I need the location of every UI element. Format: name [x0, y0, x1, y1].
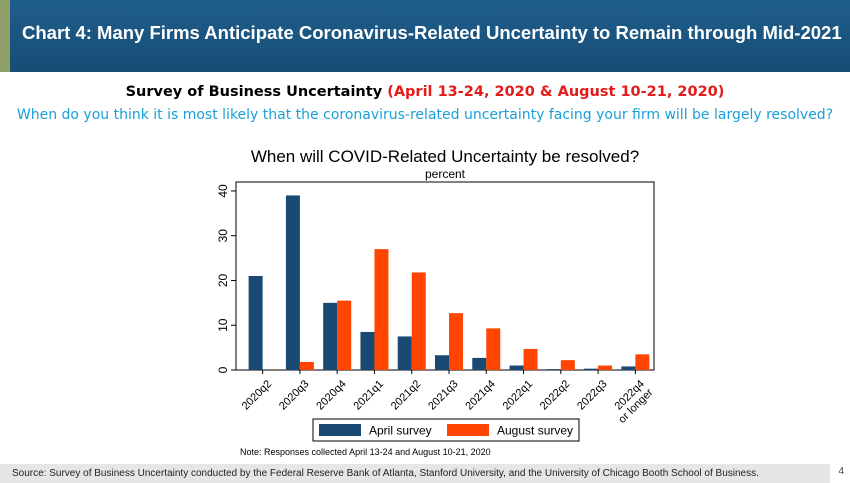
bar-april	[248, 276, 263, 370]
header-bar: Chart 4: Many Firms Anticipate Coronavir…	[0, 0, 850, 72]
x-tick-label: 2021q4	[463, 378, 497, 412]
bar-april	[285, 195, 300, 370]
bar-chart: When will COVID-Related Uncertainty be r…	[216, 147, 656, 457]
survey-name: Survey of Business Uncertainty	[125, 84, 388, 100]
chart-title: When will COVID-Related Uncertainty be r…	[251, 147, 639, 166]
bar-august	[486, 328, 501, 370]
legend-box	[312, 418, 580, 442]
x-tick-label: 2021q1	[352, 378, 386, 412]
legend-swatch	[319, 424, 361, 436]
survey-dates: (April 13-24, 2020 & August 10-21, 2020)	[387, 84, 725, 100]
bar-august	[635, 354, 650, 370]
legend-swatch	[447, 424, 489, 436]
x-tick-label: 2020q4	[314, 378, 348, 412]
bar-april	[509, 365, 524, 370]
y-tick-label: 0	[216, 366, 230, 373]
bar-april	[360, 331, 375, 370]
bar-august	[299, 361, 314, 370]
x-tick-label: 2022q4or longer	[608, 378, 656, 426]
bar-august	[411, 272, 426, 370]
bar-august	[374, 249, 389, 370]
bar-april	[323, 302, 338, 370]
y-tick-label: 30	[216, 229, 230, 243]
legend-label: April survey	[369, 424, 432, 438]
x-tick-label: 2021q3	[426, 378, 460, 412]
y-tick-label: 20	[216, 273, 230, 287]
x-tick-label: 2020q3	[277, 378, 311, 412]
legend-label: August survey	[497, 424, 573, 438]
bar-april	[397, 336, 412, 370]
chart-subtitle: percent	[425, 167, 466, 181]
bar-august	[449, 313, 463, 370]
survey-question: When do you think it is most likely that…	[16, 107, 834, 123]
page-number: 4	[838, 466, 844, 477]
source-note: Source: Survey of Business Uncertainty c…	[12, 468, 759, 479]
x-tick-label: 2020q2	[240, 378, 274, 412]
footer-bar	[0, 464, 830, 483]
y-tick-label: 10	[216, 318, 230, 332]
bar-august	[560, 360, 575, 370]
chart-note: Note: Responses collected April 13-24 an…	[240, 447, 491, 457]
y-tick-label: 40	[216, 184, 230, 198]
bar-august	[598, 365, 613, 370]
slide-title: Chart 4: Many Firms Anticipate Coronavir…	[22, 22, 842, 43]
bar-april	[546, 369, 561, 370]
x-tick-label: 2022q3	[575, 378, 609, 412]
bar-april	[621, 366, 636, 370]
survey-subtitle: Survey of Business Uncertainty (April 13…	[0, 84, 850, 100]
bar-april	[435, 355, 449, 370]
bar-april	[584, 368, 599, 370]
x-tick-label: 2021q2	[389, 378, 423, 412]
bar-august	[523, 348, 538, 370]
bar-august	[337, 300, 352, 370]
x-tick-label: 2022q1	[501, 378, 535, 412]
header-accent-stripe	[0, 0, 10, 72]
x-tick-label: 2022q2	[538, 378, 572, 412]
bar-april	[472, 357, 487, 370]
